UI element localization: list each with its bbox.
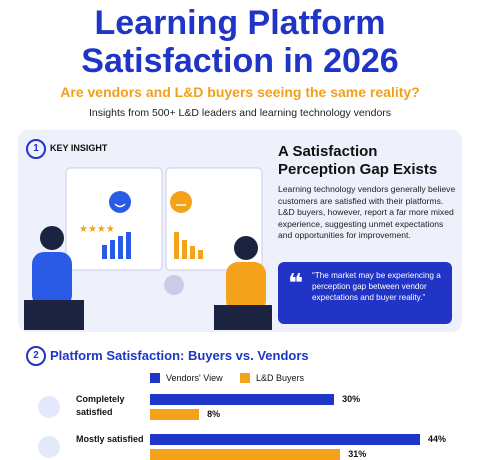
category-icon bbox=[38, 396, 60, 418]
category-label: Completely satisfied bbox=[76, 394, 125, 417]
badge: 2 bbox=[26, 346, 46, 366]
bar bbox=[150, 449, 341, 460]
title: Learning Platform Satisfaction in 2026 bbox=[81, 4, 399, 80]
bar bbox=[150, 409, 200, 420]
tagline: Insights from 500+ L&D leaders and learn… bbox=[88, 107, 392, 119]
section-title: Platform Satisfaction: Buyers vs. Vendor… bbox=[50, 348, 309, 363]
insight-heading: A Satisfaction Perception Gap Exists bbox=[278, 143, 438, 178]
quote-box bbox=[278, 262, 452, 324]
value-label: 8% bbox=[207, 409, 221, 419]
legend-swatch bbox=[240, 373, 250, 383]
value-label: 31% bbox=[348, 449, 367, 459]
svg-text:★★★★: ★★★★ bbox=[79, 224, 115, 235]
illustration: ★★★★ bbox=[24, 167, 272, 330]
legend-label: L&D Buyers bbox=[256, 373, 305, 383]
bar bbox=[150, 434, 420, 445]
subtitle: Are vendors and L&D buyers seeing the sa… bbox=[60, 84, 420, 100]
bar bbox=[150, 394, 335, 405]
legend-label: Vendors' View bbox=[166, 373, 223, 383]
insight-label: KEY INSIGHT bbox=[50, 143, 108, 153]
insight-body: Learning technology vendors generally be… bbox=[278, 184, 456, 240]
quote-icon: ❝ bbox=[288, 268, 304, 298]
badge: 1 bbox=[26, 139, 46, 159]
category-icon bbox=[38, 436, 60, 458]
legend-swatch bbox=[150, 373, 160, 383]
value-label: 44% bbox=[428, 434, 447, 444]
value-label: 30% bbox=[342, 394, 361, 404]
quote: “The market may be experiencing a percep… bbox=[312, 271, 441, 302]
category-label: Mostly satisfied bbox=[76, 434, 144, 444]
